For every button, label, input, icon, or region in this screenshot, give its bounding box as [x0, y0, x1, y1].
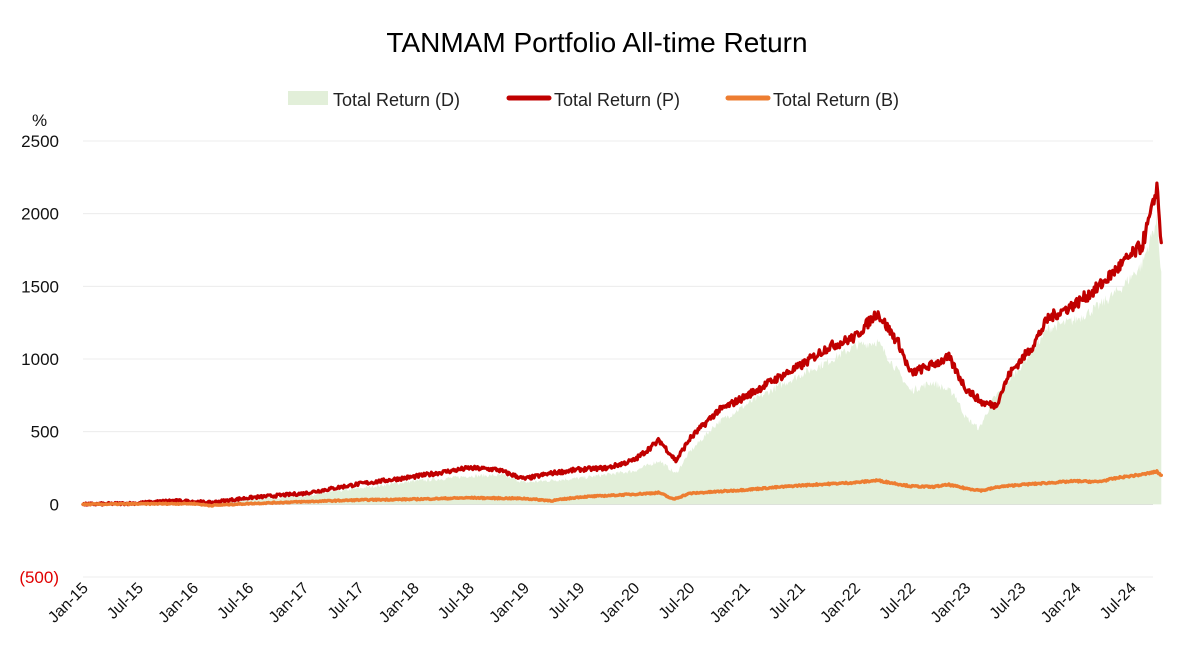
x-tick-label: Jul-18 [435, 580, 478, 623]
x-tick-label: Jul-24 [1097, 580, 1140, 623]
x-tick-label: Jan-20 [597, 580, 644, 627]
y-axis-unit: % [32, 111, 47, 130]
y-axis-ticks: 2500 2000 1500 1000 500 0 (500) [19, 132, 59, 587]
series-p-line [81, 181, 1163, 507]
x-tick-label: Jan-21 [707, 580, 754, 627]
legend-label-p: Total Return (P) [554, 90, 680, 110]
x-tick-label: Jan-22 [817, 580, 864, 627]
y-tick-label: 500 [31, 423, 59, 442]
legend-label-b: Total Return (B) [773, 90, 899, 110]
y-tick-label: 2000 [21, 205, 59, 224]
x-tick-label: Jul-21 [766, 580, 809, 623]
x-tick-label: Jul-20 [656, 580, 699, 623]
x-tick-label: Jan-23 [928, 580, 975, 627]
y-tick-label: 0 [50, 495, 59, 514]
gridlines [83, 140, 1153, 578]
x-tick-label: Jan-18 [376, 580, 423, 627]
x-tick-label: Jan-24 [1038, 580, 1085, 627]
x-axis-ticks: Jan-15 Jul-15 Jan-16 Jul-16 Jan-17 Jul-17 Jan-… [45, 580, 1140, 627]
x-tick-label: Jan-16 [156, 580, 203, 627]
x-tick-label: Jul-16 [214, 580, 257, 623]
x-tick-label: Jan-17 [266, 580, 313, 627]
y-tick-label: (500) [19, 568, 59, 587]
x-tick-label: Jul-23 [987, 580, 1030, 623]
series-d-area [83, 213, 1162, 506]
y-tick-label: 2500 [21, 132, 59, 151]
legend-swatch-d [288, 91, 328, 105]
x-tick-label: Jul-19 [545, 580, 588, 623]
x-tick-label: Jan-19 [486, 580, 533, 627]
y-tick-label: 1000 [21, 350, 59, 369]
plot-area [81, 181, 1163, 508]
chart-title: TANMAM Portfolio All-time Return [386, 27, 807, 58]
legend: Total Return (D) Total Return (P) Total … [288, 90, 899, 110]
x-tick-label: Jul-22 [876, 580, 919, 623]
series-b-line [81, 469, 1163, 508]
x-tick-label: Jul-15 [104, 580, 147, 623]
y-tick-label: 1500 [21, 277, 59, 296]
x-tick-label: Jul-17 [325, 580, 368, 623]
legend-label-d: Total Return (D) [333, 90, 460, 110]
